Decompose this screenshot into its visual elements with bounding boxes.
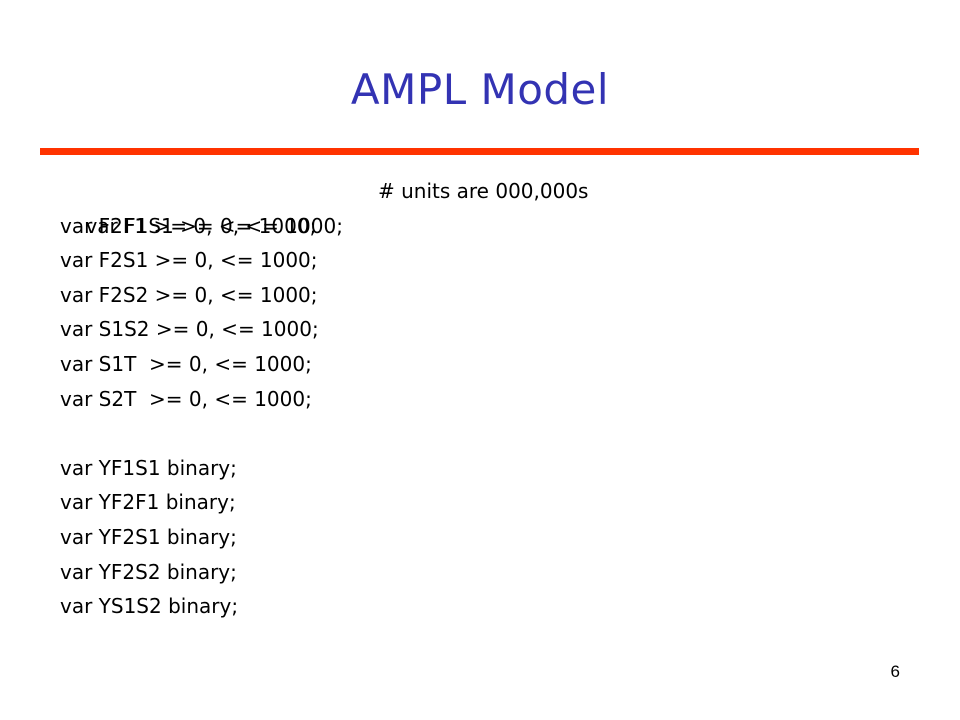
- code-block: var F1S1 >= 0, <= 1000; # units are 000,…: [60, 174, 920, 624]
- page-number: 6: [890, 662, 900, 681]
- code-line: var S1T >= 0, <= 1000;: [60, 351, 312, 376]
- code-line: var YS1S2 binary;: [60, 594, 239, 619]
- code-line: var YF2S2 binary;: [60, 559, 237, 584]
- code-comment: # units are 000,000s: [378, 179, 589, 203]
- code-line: var S2T >= 0, <= 1000;: [60, 386, 312, 411]
- title-divider: [40, 148, 919, 155]
- code-line: var F2F1 >= 0, <= 1000;: [60, 213, 317, 238]
- code-line: var YF2F1 binary;: [60, 490, 236, 515]
- code-text: var F1S1 >= 0, <= 1000;: [85, 213, 343, 238]
- code-line: var F2S1 >= 0, <= 1000;: [60, 248, 318, 273]
- code-line: var YF2S1 binary;: [60, 524, 237, 549]
- code-line: var F2S2 >= 0, <= 1000;: [60, 282, 318, 307]
- slide-title: AMPL Model: [350, 65, 610, 114]
- blank-line: [60, 416, 920, 451]
- code-line: var YF1S1 binary;: [60, 455, 237, 480]
- code-line: var S1S2 >= 0, <= 1000;: [60, 317, 319, 342]
- code-line: var F1S1 >= 0, <= 1000; # units are 000,…: [60, 174, 920, 238]
